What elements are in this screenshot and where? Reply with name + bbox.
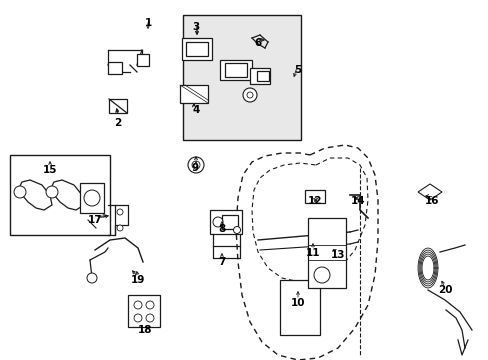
- Text: 12: 12: [307, 196, 322, 206]
- Circle shape: [192, 161, 200, 169]
- Circle shape: [243, 88, 257, 102]
- Bar: [249, 68, 269, 84]
- Circle shape: [246, 92, 252, 98]
- Text: 14: 14: [350, 196, 365, 206]
- Text: 1: 1: [144, 18, 151, 28]
- Bar: [182, 38, 212, 60]
- Bar: [222, 215, 238, 229]
- Circle shape: [117, 225, 123, 231]
- Bar: [108, 62, 122, 74]
- Circle shape: [146, 301, 154, 309]
- Text: 15: 15: [42, 165, 57, 175]
- Circle shape: [46, 186, 58, 198]
- Text: 19: 19: [131, 275, 145, 285]
- Text: 20: 20: [437, 285, 451, 295]
- Circle shape: [84, 190, 100, 206]
- Bar: [307, 218, 346, 288]
- Bar: [137, 54, 149, 66]
- Circle shape: [187, 157, 203, 173]
- Bar: [10, 155, 110, 235]
- Text: 13: 13: [330, 250, 345, 260]
- Text: 7: 7: [218, 257, 225, 267]
- Bar: [257, 71, 268, 81]
- Bar: [220, 60, 251, 80]
- Text: 5: 5: [294, 65, 301, 75]
- Text: 10: 10: [290, 298, 305, 308]
- Polygon shape: [417, 184, 441, 200]
- Circle shape: [146, 314, 154, 322]
- Circle shape: [213, 217, 223, 227]
- Circle shape: [134, 301, 142, 309]
- Circle shape: [87, 273, 97, 283]
- Bar: [280, 280, 319, 335]
- Text: 17: 17: [87, 215, 102, 225]
- Text: 4: 4: [192, 105, 199, 115]
- Text: 8: 8: [218, 224, 225, 234]
- Bar: [109, 99, 127, 113]
- Bar: [128, 295, 160, 327]
- Circle shape: [233, 226, 240, 234]
- Text: 3: 3: [192, 22, 199, 32]
- Circle shape: [117, 209, 123, 215]
- Circle shape: [134, 314, 142, 322]
- Text: 11: 11: [305, 248, 320, 258]
- Text: 9: 9: [191, 163, 198, 173]
- Bar: [80, 183, 104, 213]
- Bar: [305, 190, 325, 203]
- Bar: [180, 85, 207, 103]
- Bar: [185, 42, 207, 56]
- Bar: [209, 210, 242, 234]
- Circle shape: [313, 267, 329, 283]
- Bar: [224, 63, 246, 77]
- Text: 2: 2: [114, 118, 122, 128]
- Bar: [183, 15, 301, 140]
- Circle shape: [14, 186, 26, 198]
- Text: 6: 6: [254, 38, 261, 48]
- Text: 16: 16: [424, 196, 438, 206]
- Text: 18: 18: [138, 325, 152, 335]
